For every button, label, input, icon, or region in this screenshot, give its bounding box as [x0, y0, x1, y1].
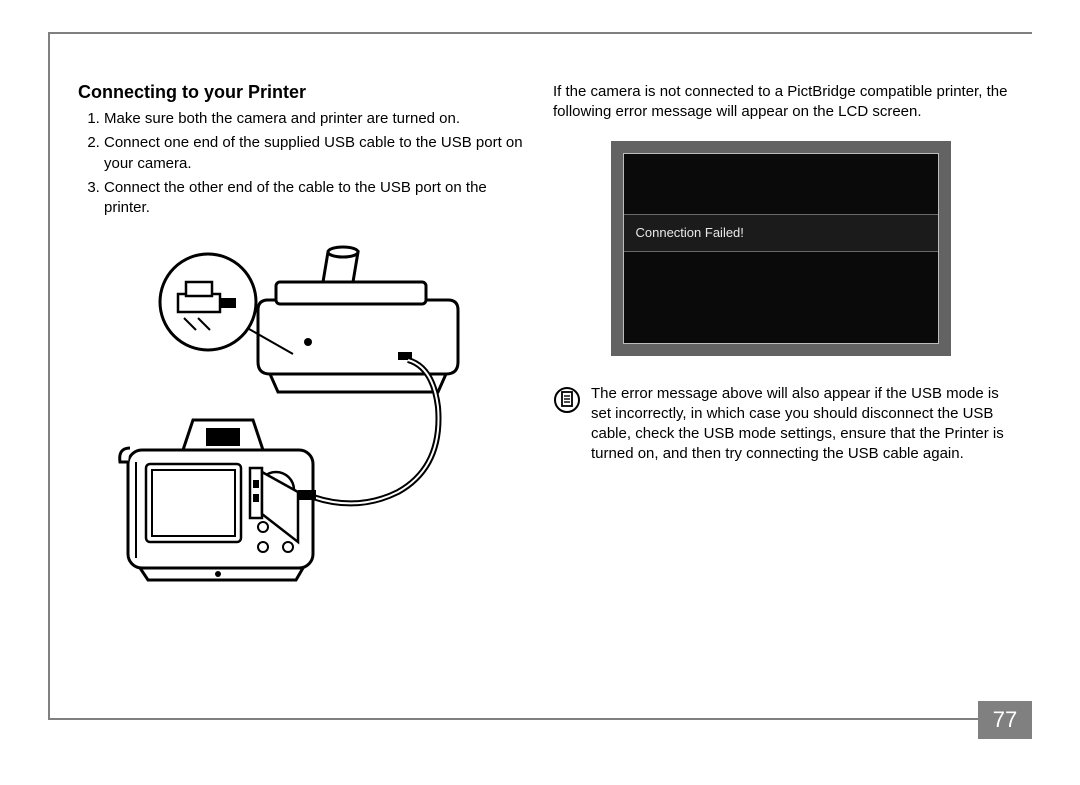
usb-connector	[298, 490, 316, 500]
page-number-value: 77	[993, 707, 1017, 733]
lcd-inner: Connection Failed!	[623, 153, 939, 344]
intro-text: If the camera is not connected to a Pict…	[553, 82, 1008, 123]
camera-printer-diagram	[98, 232, 498, 587]
lcd-outer: Connection Failed!	[611, 141, 951, 356]
note-text: The error message above will also appear…	[591, 384, 1008, 465]
step-item: Connect the other end of the cable to th…	[104, 178, 523, 219]
lcd-error-text: Connection Failed!	[636, 225, 744, 240]
section-title: Connecting to your Printer	[78, 82, 523, 103]
steps-list: Make sure both the camera and printer ar…	[78, 109, 523, 218]
page-number: 77	[978, 701, 1032, 739]
right-column: If the camera is not connected to a Pict…	[553, 82, 1008, 465]
step-item: Make sure both the camera and printer ar…	[104, 109, 523, 129]
left-column: Connecting to your Printer Make sure bot…	[78, 82, 523, 222]
lcd-error-bar: Connection Failed!	[624, 214, 938, 252]
lcd-screenshot: Connection Failed!	[611, 141, 951, 356]
note-page-icon	[553, 386, 581, 420]
camera-illustration	[120, 420, 313, 580]
note-block: The error message above will also appear…	[553, 384, 1008, 465]
step-item: Connect one end of the supplied USB cabl…	[104, 133, 523, 174]
